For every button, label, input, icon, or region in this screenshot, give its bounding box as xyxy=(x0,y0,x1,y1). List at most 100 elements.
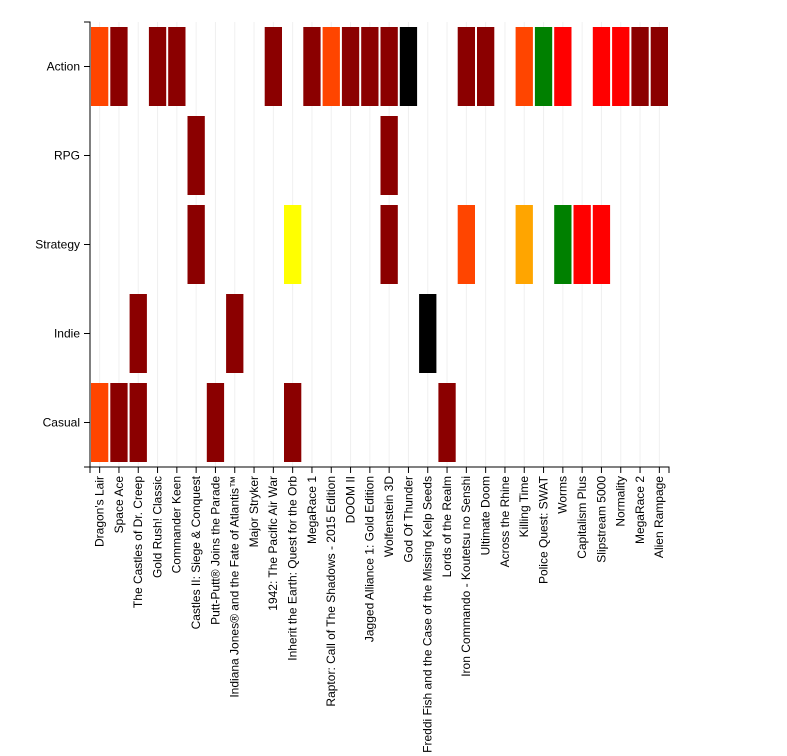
x-tick-doom-ii: DOOM II xyxy=(343,467,357,523)
x-tick-label: Indiana Jones® and the Fate of Atlantis™ xyxy=(228,476,242,698)
cell-action-ultimate-doom xyxy=(477,27,495,106)
cell-casual-putt-putt-joins-the-parade xyxy=(206,383,225,462)
cell-strategy-capitalism-plus xyxy=(573,205,591,284)
x-tick-god-of-thunder: God Of Thunder xyxy=(401,467,415,563)
cell-casual-inherit-the-earth-quest-for-the-orb xyxy=(284,383,302,462)
cell-action-megarace-2 xyxy=(631,27,649,106)
cell-casual-the-castles-of-dr-creep xyxy=(129,383,147,462)
cell-action-gold-rush-classic xyxy=(148,27,167,106)
x-tick-label: Freddi Fish and the Case of the Missing … xyxy=(421,476,435,753)
cell-action-slipstream-5000 xyxy=(592,27,611,106)
x-tick-label: Gold Rush! Classic xyxy=(150,476,164,578)
x-tick-putt-putt-joins-the-parade: Putt-Putt® Joins the Parade xyxy=(208,467,222,625)
x-tick-label: Iron Commando - Koutetsu no Senshi xyxy=(459,476,473,677)
x-tick-label: Raptor: Call of The Shadows - 2015 Editi… xyxy=(324,476,338,707)
x-tick-label: Lords of the Realm xyxy=(440,476,454,577)
cell-action-jagged-alliance-1-gold-edition xyxy=(361,27,379,106)
cell-strategy-iron-commando-koutetsu-no-senshi xyxy=(457,205,475,284)
cell-action-dragon-s-lair xyxy=(91,27,109,106)
x-tick-jagged-alliance-1-gold-edition: Jagged Alliance 1: Gold Edition xyxy=(363,467,377,642)
x-tick-commander-keen: Commander Keen xyxy=(170,467,184,573)
cell-casual-space-ace xyxy=(110,383,128,462)
x-tick-indiana-jones-and-the-fate-of-atlantis: Indiana Jones® and the Fate of Atlantis™ xyxy=(228,467,242,698)
x-tick-label: The Castles of Dr. Creep xyxy=(131,476,145,608)
x-tick-label: Capitalism Plus xyxy=(575,476,589,559)
y-tick-label: Action xyxy=(47,59,80,73)
x-tick-worms: Worms xyxy=(556,467,570,514)
cell-action-god-of-thunder xyxy=(399,27,418,106)
x-tick-label: 1942: The Pacific Air War xyxy=(266,476,280,611)
x-tick-megarace-2: MegaRace 2 xyxy=(633,467,647,544)
cell-casual-lords-of-the-realm xyxy=(438,383,456,462)
y-axis: Action RPG Strategy Indie Casual xyxy=(35,21,91,468)
x-tick-label: Police Quest: SWAT xyxy=(536,475,550,584)
cell-action-wolfenstein-3d xyxy=(380,27,398,106)
cell-strategy-wolfenstein-3d xyxy=(380,205,398,284)
y-tick-indie: Indie xyxy=(54,326,90,340)
cell-rpg-wolfenstein-3d xyxy=(380,116,398,195)
cell-rpg-castles-ii-siege-conquest xyxy=(187,116,205,195)
x-tick-capitalism-plus: Capitalism Plus xyxy=(575,467,589,559)
cell-action-alien-rampage xyxy=(650,27,668,106)
x-tick-major-stryker: Major Stryker xyxy=(247,467,261,547)
x-tick-label: Across the Rhine xyxy=(498,476,512,568)
x-tick-label: DOOM II xyxy=(343,476,357,523)
x-tick-label: Ultimate Doom xyxy=(478,476,492,555)
x-tick-across-the-rhine: Across the Rhine xyxy=(498,467,512,567)
y-tick-label: Strategy xyxy=(35,237,80,251)
x-tick-label: Alien Rampage xyxy=(652,476,666,558)
x-tick-inherit-the-earth-quest-for-the-orb: Inherit the Earth: Quest for the Orb xyxy=(285,467,299,661)
x-tick-the-castles-of-dr-creep: The Castles of Dr. Creep xyxy=(131,467,145,608)
cell-action-worms xyxy=(554,27,572,106)
x-tick-label: God Of Thunder xyxy=(401,476,415,563)
cell-strategy-killing-time xyxy=(515,205,533,284)
x-tick-gold-rush-classic: Gold Rush! Classic xyxy=(150,467,164,578)
cell-action-normality xyxy=(612,27,630,106)
cell-action-raptor-call-of-the-shadows-2015-edition xyxy=(322,27,340,106)
x-tick-label: Jagged Alliance 1: Gold Edition xyxy=(363,476,377,642)
x-tick-slipstream-5000: Slipstream 5000 xyxy=(594,467,608,563)
cell-action-police-quest-swat xyxy=(534,27,553,106)
x-tick-ultimate-doom: Ultimate Doom xyxy=(478,467,492,555)
cell-strategy-worms xyxy=(554,205,572,284)
cell-strategy-inherit-the-earth-quest-for-the-orb xyxy=(284,205,302,284)
x-tick-iron-commando-koutetsu-no-senshi: Iron Commando - Koutetsu no Senshi xyxy=(459,467,473,677)
x-tick-label: Major Stryker xyxy=(247,476,261,547)
heatmap-cells xyxy=(91,27,668,462)
cell-action-megarace-1 xyxy=(303,27,321,106)
x-tick-raptor-call-of-the-shadows-2015-edition: Raptor: Call of The Shadows - 2015 Editi… xyxy=(324,467,338,707)
x-tick-alien-rampage: Alien Rampage xyxy=(652,467,666,558)
cell-action-killing-time xyxy=(515,27,533,106)
x-tick-label: Space Ace xyxy=(112,476,126,534)
x-tick-1942-the-pacific-air-war: 1942: The Pacific Air War xyxy=(266,467,280,611)
cell-indie-freddi-fish-and-the-case-of-the-missing-kelp-seeds xyxy=(419,294,437,373)
x-tick-lords-of-the-realm: Lords of the Realm xyxy=(440,467,454,577)
x-axis-line xyxy=(89,466,670,473)
x-tick-police-quest-swat: Police Quest: SWAT xyxy=(536,467,550,584)
y-tick-action: Action xyxy=(47,59,90,73)
y-tick-rpg: RPG xyxy=(54,148,90,162)
x-tick-label: Wolfenstein 3D xyxy=(382,476,396,557)
x-tick-label: Putt-Putt® Joins the Parade xyxy=(208,476,222,625)
x-axis: Dragon's Lair Space Ace The Castles of Dr.… xyxy=(89,466,670,753)
x-tick-dragon-s-lair: Dragon's Lair xyxy=(92,467,106,547)
cell-action-commander-keen xyxy=(168,27,186,106)
x-tick-label: Worms xyxy=(556,476,570,514)
x-tick-label: Killing Time xyxy=(517,476,531,538)
cell-action-doom-ii xyxy=(341,27,360,106)
x-tick-label: Commander Keen xyxy=(170,476,184,573)
cell-indie-indiana-jones-and-the-fate-of-atlantis xyxy=(226,294,244,373)
x-tick-label: MegaRace 2 xyxy=(633,476,647,544)
x-tick-wolfenstein-3d: Wolfenstein 3D xyxy=(382,467,396,557)
cell-action-1942-the-pacific-air-war xyxy=(264,27,282,106)
x-tick-normality: Normality xyxy=(614,467,628,527)
x-tick-label: Normality xyxy=(614,476,628,527)
cell-action-iron-commando-koutetsu-no-senshi xyxy=(457,27,475,106)
x-tick-label: Inherit the Earth: Quest for the Orb xyxy=(285,476,299,661)
x-tick-label: Castles II: Siege & Conquest xyxy=(189,475,203,629)
x-tick-label: Dragon's Lair xyxy=(92,476,106,547)
x-tick-label: Slipstream 5000 xyxy=(594,476,608,563)
cell-strategy-slipstream-5000 xyxy=(592,205,611,284)
y-tick-casual: Casual xyxy=(43,415,90,429)
